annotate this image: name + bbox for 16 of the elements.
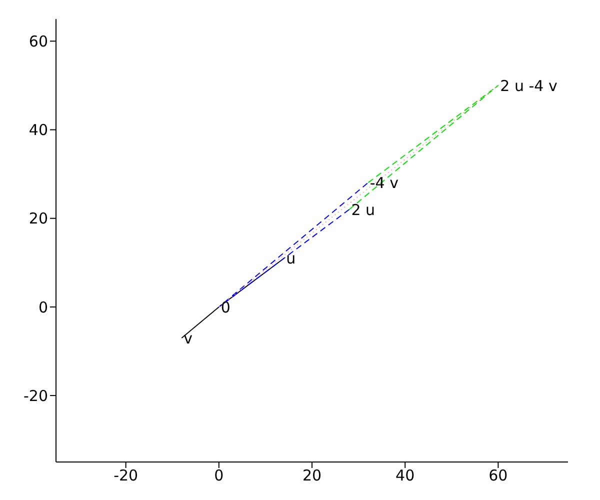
y-tick-label: 40 [28, 121, 48, 140]
annotation: 2 u [351, 200, 376, 219]
annotation: 0 [220, 298, 230, 316]
y-tick-label: -20 [24, 386, 48, 405]
x-tick-label: 20 [302, 466, 322, 485]
y-tick-label: 0 [38, 298, 48, 316]
annotation: 2 u -4 v [500, 76, 558, 95]
y-tick-label: 60 [28, 32, 48, 50]
x-tick-label: 60 [488, 466, 508, 485]
y-tick-label: 20 [28, 210, 48, 228]
x-tick-label: -20 [114, 466, 138, 485]
x-tick-label: 0 [214, 466, 224, 485]
annotation: u [286, 250, 296, 268]
x-tick-label: 40 [396, 466, 415, 485]
annotation: v [184, 329, 193, 348]
annotation: -4 v [370, 174, 399, 192]
